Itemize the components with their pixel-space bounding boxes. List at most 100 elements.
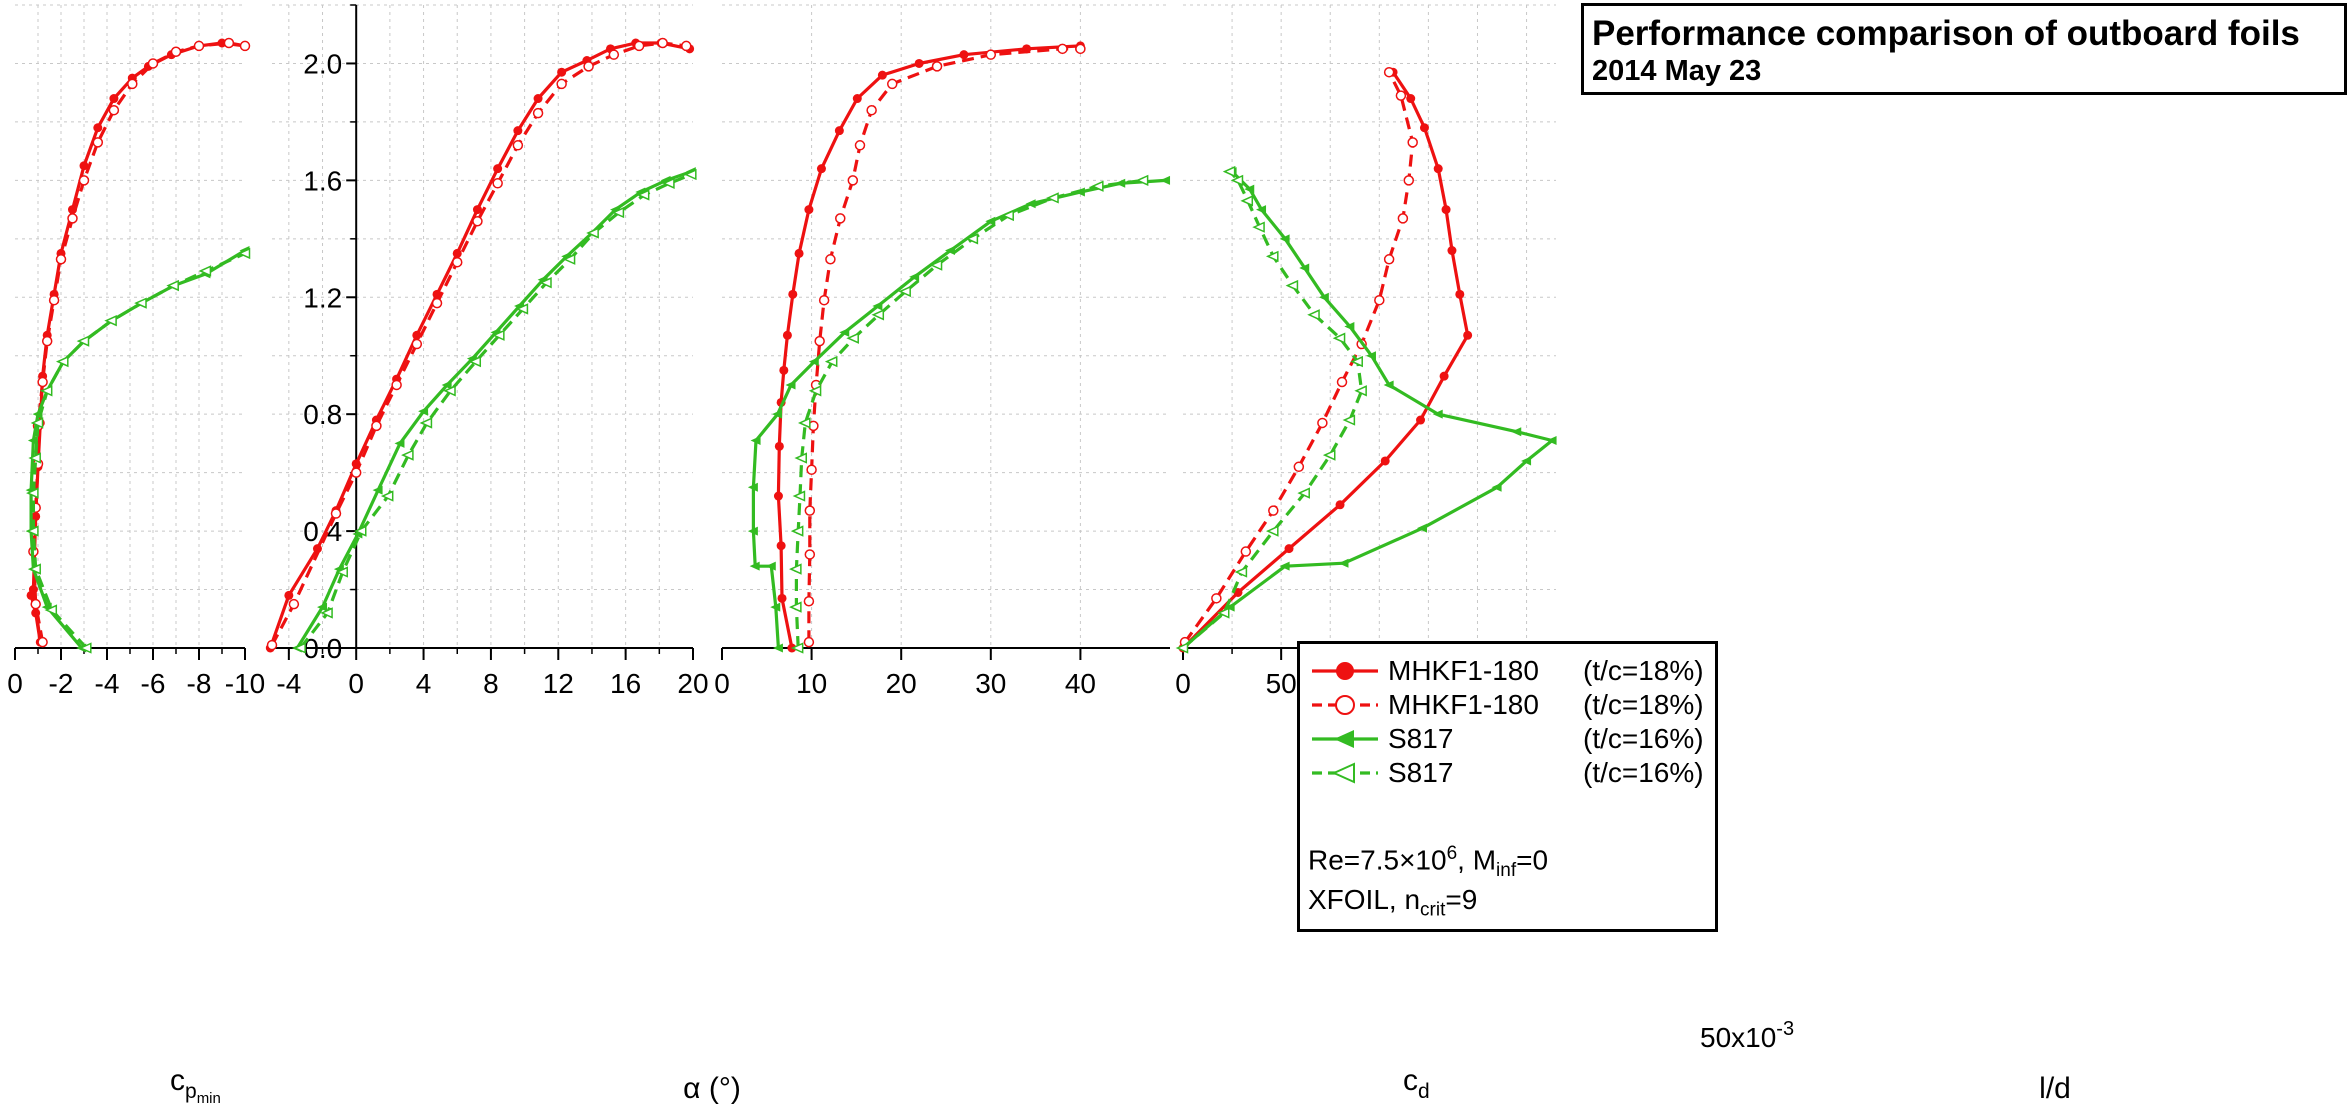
data-point — [824, 355, 838, 368]
data-point — [959, 50, 969, 60]
x-tick-label: 4 — [416, 668, 432, 699]
data-point — [1380, 456, 1390, 466]
data-point — [1344, 322, 1355, 331]
chart-subtitle: 2014 May 23 — [1592, 55, 1762, 87]
series-line — [1183, 71, 1415, 644]
x-tick-label: -4 — [95, 668, 120, 699]
data-point — [472, 216, 483, 227]
x-tick-label: 0 — [1175, 668, 1191, 699]
data-point — [330, 508, 342, 519]
data-point — [93, 123, 103, 133]
data-point — [872, 301, 883, 311]
data-point — [804, 205, 814, 215]
data-point — [127, 78, 138, 90]
data-point — [492, 178, 503, 189]
data-point — [55, 254, 67, 265]
data-point — [1244, 184, 1255, 194]
data-point — [198, 265, 212, 277]
data-point — [804, 549, 816, 560]
data-point — [1335, 500, 1345, 510]
series-line — [270, 41, 687, 646]
x-tick-label: 40 — [1065, 668, 1096, 699]
data-point — [1001, 209, 1014, 222]
x-axis-label: cpmin — [170, 1064, 221, 1106]
data-point — [512, 140, 524, 151]
series-line — [1181, 71, 1470, 650]
data-point — [1322, 449, 1336, 461]
data-point — [1332, 332, 1346, 344]
data-point — [898, 285, 911, 298]
data-point — [794, 248, 804, 258]
data-point — [419, 417, 433, 429]
series-line — [29, 249, 246, 650]
reynolds-note: Re=7.5×106, Minf=0 — [1308, 843, 1549, 881]
data-point — [633, 40, 645, 52]
data-point — [1403, 175, 1415, 186]
data-point — [776, 541, 786, 551]
data-point — [193, 40, 205, 52]
data-point — [109, 94, 119, 104]
data-point — [78, 642, 92, 654]
x-tick-label: 0 — [7, 668, 23, 699]
legend-swatch-icon — [1312, 695, 1378, 715]
data-point — [1354, 385, 1367, 397]
data-point — [1307, 309, 1320, 321]
legend-entry: S817 (t/c=16%) — [1308, 756, 1708, 790]
data-point — [412, 330, 422, 340]
data-point — [866, 104, 877, 116]
data-point — [1374, 294, 1385, 306]
data-point — [1419, 123, 1429, 133]
x-tick-label: 8 — [483, 668, 499, 699]
data-point — [818, 294, 830, 306]
data-point — [293, 642, 306, 654]
x-axis-label: α (°) — [683, 1072, 741, 1105]
data-point — [929, 259, 943, 271]
data-point — [790, 525, 804, 537]
data-point — [772, 643, 783, 653]
xfoil-note: XFOIL, ncrit=9 — [1308, 884, 1478, 921]
data-point — [965, 233, 979, 245]
legend-marker — [1335, 695, 1355, 715]
data-point — [611, 206, 625, 219]
data-point — [1297, 487, 1310, 499]
data-point — [239, 40, 251, 52]
chart-panel-1: -4 0 4 8 12 16 20α (°)0.00.40.81.21.62.0 — [265, 4, 741, 1105]
x-tick-label: 10 — [796, 668, 827, 699]
legend-swatch-icon — [1312, 762, 1378, 784]
data-point — [55, 355, 69, 368]
data-point — [452, 248, 462, 258]
series-line — [29, 41, 246, 644]
data-point — [765, 561, 776, 571]
data-point — [662, 177, 675, 189]
data-point — [1432, 409, 1443, 419]
data-point — [37, 376, 48, 388]
data-point — [1240, 546, 1252, 557]
data-point — [1160, 175, 1171, 185]
data-point — [789, 601, 802, 613]
data-point — [44, 604, 58, 616]
x-tick-label: -2 — [49, 668, 74, 699]
x-tick-label: 20 — [886, 668, 917, 699]
data-point — [835, 213, 846, 224]
data-point — [353, 525, 367, 537]
data-point — [30, 417, 44, 429]
data-point — [871, 309, 885, 321]
x-tick-label: 0 — [714, 668, 730, 699]
data-point — [223, 37, 235, 49]
data-point — [266, 639, 278, 651]
data-point — [48, 294, 60, 306]
data-point — [1299, 263, 1310, 273]
legend-entry-name: S817 — [1388, 757, 1454, 788]
legend-entry-tc: (t/c=16%) — [1583, 723, 1704, 754]
data-point — [1216, 607, 1230, 619]
data-point — [803, 636, 815, 648]
data-point — [335, 566, 348, 578]
data-point — [1441, 205, 1451, 215]
data-point — [1383, 254, 1395, 265]
series-line — [299, 173, 692, 649]
data-point — [1416, 415, 1426, 425]
data-point — [1417, 523, 1428, 533]
data-point — [770, 602, 781, 612]
data-point — [31, 511, 41, 521]
